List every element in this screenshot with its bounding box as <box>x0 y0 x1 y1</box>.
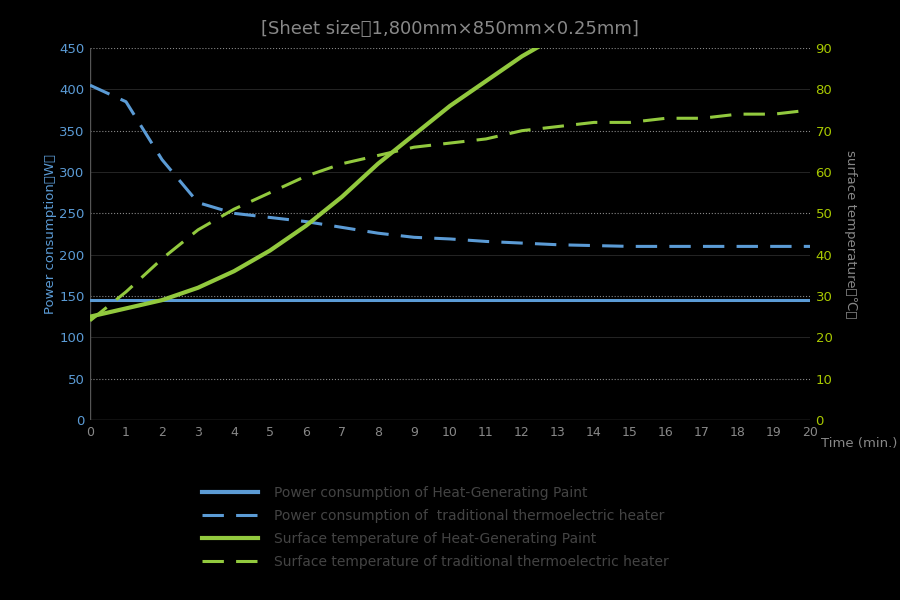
Y-axis label: Power consumption（W）: Power consumption（W） <box>44 154 58 314</box>
Legend: Power consumption of Heat-Generating Paint, Power consumption of  traditional th: Power consumption of Heat-Generating Pai… <box>202 486 669 569</box>
Title: [Sheet size：1,800mm×850mm×0.25mm]: [Sheet size：1,800mm×850mm×0.25mm] <box>261 20 639 38</box>
Y-axis label: surface temperature（℃）: surface temperature（℃） <box>843 150 857 318</box>
Text: Time (min.): Time (min.) <box>821 437 897 450</box>
